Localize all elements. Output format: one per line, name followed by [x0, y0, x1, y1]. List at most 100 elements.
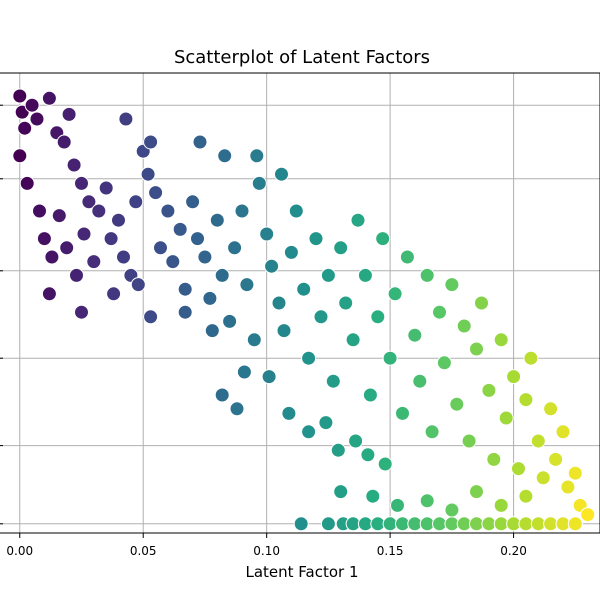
scatter-point-24: [103, 231, 119, 247]
scatter-point-123: [567, 516, 583, 532]
scatter-point-154: [360, 447, 376, 463]
scatter-point-7: [56, 134, 72, 150]
scatter-point-53: [283, 244, 299, 260]
grid-lines: [0, 73, 600, 533]
scatter-point-90: [511, 461, 526, 477]
scatter-point-31: [148, 185, 164, 201]
scatter-point-8: [61, 106, 77, 122]
scatter-point-136: [249, 148, 265, 164]
scatter-point-92: [523, 350, 539, 366]
scatter-point-16: [44, 249, 60, 265]
scatter-point-9: [66, 157, 82, 173]
scatter-point-62: [338, 295, 354, 311]
x-tick-label-2: 0.10: [253, 544, 280, 558]
scatter-point-66: [362, 387, 378, 403]
scatter-point-138: [41, 286, 57, 302]
scatter-point-21: [86, 254, 102, 270]
scatter-point-139: [74, 304, 89, 320]
scatter-point-89: [506, 369, 522, 385]
x-tick-label-0: 0.00: [6, 544, 33, 558]
scatter-point-125: [365, 488, 381, 504]
x-ticks: 0.00 0.05 0.10 0.15 0.20: [0, 104, 527, 558]
scatter-point-35: [172, 221, 188, 237]
scatter-point-102: [293, 516, 309, 532]
scatter-point-49: [259, 226, 275, 242]
scatter-point-76: [424, 424, 440, 440]
x-tick-label-1: 0.05: [130, 544, 157, 558]
scatter-point-79: [444, 277, 460, 293]
scatter-point-58: [313, 309, 329, 325]
scatter-point-59: [320, 267, 336, 283]
scatter-point-81: [456, 318, 472, 334]
scatter-point-18: [59, 240, 75, 256]
scatter-point-13: [19, 175, 35, 191]
scatter-point-19: [69, 267, 84, 283]
scatter-point-3: [24, 97, 40, 113]
scatter-point-145: [214, 387, 230, 403]
scatter-point-55: [296, 281, 312, 297]
scatter-point-23: [98, 180, 114, 196]
scatter-point-87: [493, 332, 509, 348]
scatter-point-150: [301, 424, 317, 440]
scatter-point-15: [36, 231, 52, 247]
scatter-point-4: [29, 111, 45, 127]
scatter-point-28: [128, 194, 144, 210]
scatter-point-72: [399, 249, 415, 265]
scatter-point-51: [271, 295, 287, 311]
scatter-point-2: [17, 120, 33, 136]
scatter-points: [12, 88, 596, 532]
scatter-point-46: [239, 277, 255, 293]
scatter-point-86: [486, 451, 502, 467]
scatter-point-103: [320, 516, 336, 532]
scatter-point-147: [236, 364, 252, 380]
scatter-point-143: [177, 304, 193, 320]
scatter-point-10: [74, 175, 89, 191]
scatter-point-124: [333, 484, 349, 500]
scatter-point-74: [412, 373, 428, 389]
scatter-point-85: [481, 382, 497, 398]
scatter-point-155: [377, 456, 393, 472]
scatter-point-132: [118, 111, 134, 127]
scatter-point-56: [301, 350, 317, 366]
scatter-point-48: [251, 175, 267, 191]
scatter-point-80: [449, 396, 465, 412]
scatter-point-12: [12, 148, 28, 164]
scatter-point-78: [436, 355, 452, 371]
scatter-point-63: [345, 332, 361, 348]
scatter-point-54: [288, 203, 304, 219]
scatter-point-95: [543, 401, 559, 417]
scatter-point-91: [518, 392, 534, 408]
scatter-point-5: [41, 90, 57, 106]
scatter-point-65: [357, 267, 373, 283]
scatter-point-32: [153, 240, 168, 256]
scatter-point-11: [81, 194, 97, 210]
scatter-point-110: [407, 516, 423, 532]
scatter-point-0: [12, 88, 28, 104]
scatter-point-130: [493, 497, 509, 513]
scatter-point-36: [177, 281, 193, 297]
scatter-point-20: [76, 226, 92, 242]
scatter-point-41: [209, 212, 225, 228]
scatter-point-141: [130, 277, 146, 293]
scatter-point-40: [202, 290, 218, 306]
scatter-point-38: [190, 231, 205, 247]
x-tick-label-4: 0.20: [500, 544, 527, 558]
scatter-point-129: [469, 484, 484, 500]
scatter-point-93: [530, 433, 546, 449]
scatter-point-71: [395, 405, 410, 421]
scatter-point-69: [382, 350, 398, 366]
scatter-point-33: [160, 203, 176, 219]
scatter-point-88: [498, 410, 514, 426]
scatter-point-99: [567, 465, 583, 481]
scatter-point-94: [535, 470, 551, 486]
scatter-point-30: [140, 166, 156, 182]
x-tick-label-3: 0.15: [377, 544, 404, 558]
scatter-point-97: [555, 424, 571, 440]
scatter-point-22: [91, 203, 107, 219]
scatter-point-135: [217, 148, 233, 164]
scatter-point-39: [197, 249, 213, 265]
scatter-point-37: [185, 194, 201, 210]
scatter-point-44: [227, 240, 243, 256]
scatter-point-137: [274, 166, 289, 182]
